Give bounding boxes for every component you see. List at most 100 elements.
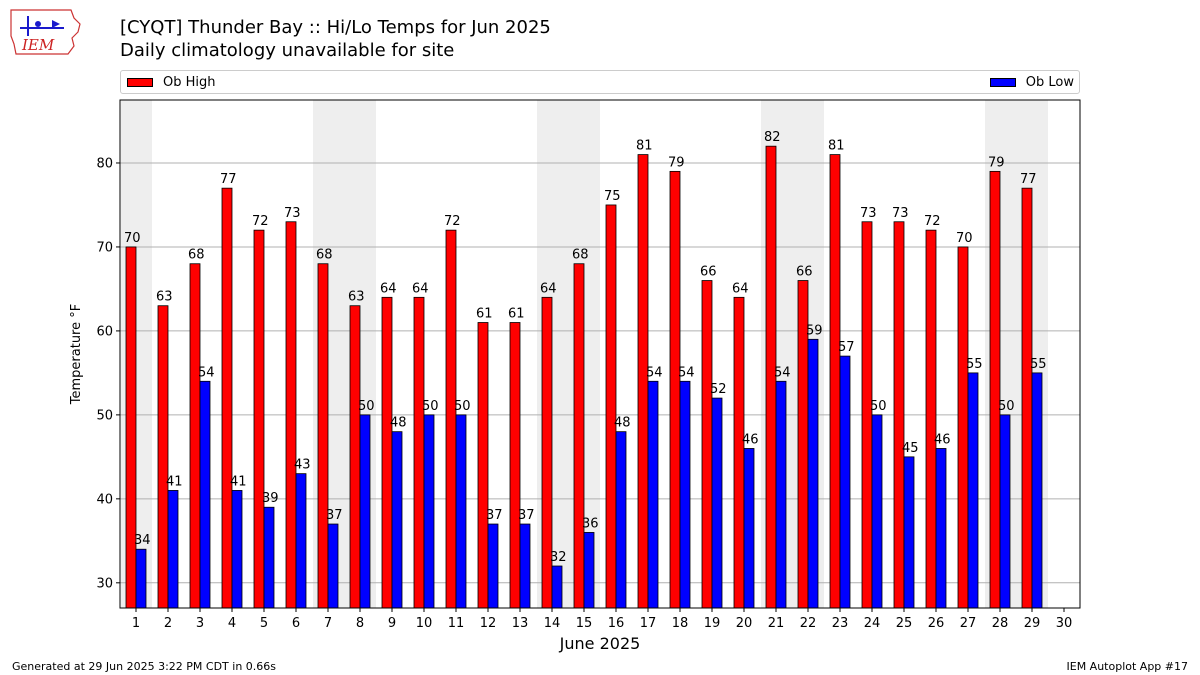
data-label-high: 68 bbox=[188, 248, 205, 263]
bar-low bbox=[167, 490, 179, 609]
bar-low bbox=[135, 548, 147, 609]
x-tick-label: 22 bbox=[800, 616, 817, 631]
data-label-low: 45 bbox=[902, 441, 919, 456]
x-tick-label: 27 bbox=[960, 616, 977, 631]
data-label-high: 63 bbox=[156, 290, 173, 305]
data-label-low: 55 bbox=[966, 357, 983, 372]
bar-low bbox=[967, 372, 979, 609]
bar-high bbox=[477, 322, 489, 609]
bar-low bbox=[775, 380, 787, 609]
data-label-high: 64 bbox=[540, 281, 557, 296]
x-tick-label: 7 bbox=[324, 616, 332, 631]
x-tick-label: 4 bbox=[228, 616, 236, 631]
data-label-low: 46 bbox=[934, 432, 951, 447]
bar-low bbox=[935, 448, 947, 609]
data-label-high: 75 bbox=[604, 189, 621, 204]
data-label-low: 50 bbox=[358, 399, 375, 414]
bar-high bbox=[829, 154, 841, 609]
bar-low bbox=[711, 397, 723, 609]
bar-low bbox=[903, 456, 915, 609]
x-tick-label: 6 bbox=[292, 616, 300, 631]
x-tick-label: 9 bbox=[388, 616, 396, 631]
data-label-high: 66 bbox=[700, 265, 717, 280]
bar-low bbox=[423, 414, 435, 609]
data-label-high: 64 bbox=[732, 281, 749, 296]
bar-low bbox=[359, 414, 371, 609]
legend-swatch-low bbox=[989, 78, 1016, 87]
data-label-low: 54 bbox=[678, 365, 695, 380]
data-label-high: 63 bbox=[348, 290, 365, 305]
bar-high bbox=[573, 263, 585, 609]
data-label-high: 77 bbox=[1020, 172, 1037, 187]
x-tick-label: 11 bbox=[448, 616, 465, 631]
bar-low bbox=[487, 523, 499, 609]
bar-high bbox=[669, 170, 681, 609]
x-tick-label: 13 bbox=[512, 616, 529, 631]
bar-low bbox=[199, 380, 211, 609]
data-label-low: 50 bbox=[870, 399, 887, 414]
bar-high bbox=[157, 305, 169, 609]
x-tick-label: 14 bbox=[544, 616, 561, 631]
data-label-high: 64 bbox=[412, 281, 429, 296]
legend-label-high: Ob High bbox=[163, 75, 216, 90]
data-label-high: 72 bbox=[252, 214, 269, 229]
iem-logo: IEM bbox=[8, 6, 82, 62]
data-label-low: 46 bbox=[742, 432, 759, 447]
bar-high bbox=[253, 229, 265, 609]
data-label-low: 43 bbox=[294, 458, 311, 473]
x-tick-label: 24 bbox=[864, 616, 881, 631]
data-label-low: 41 bbox=[166, 474, 183, 489]
y-tick-label: 60 bbox=[96, 324, 113, 339]
bar-low bbox=[647, 380, 659, 609]
x-tick-label: 25 bbox=[896, 616, 913, 631]
bar-high bbox=[413, 296, 425, 609]
x-tick-label: 21 bbox=[768, 616, 785, 631]
chart-title: [CYQT] Thunder Bay :: Hi/Lo Temps for Ju… bbox=[120, 17, 551, 38]
bar-high bbox=[349, 305, 361, 609]
bar-high bbox=[317, 263, 329, 609]
bar-high bbox=[893, 221, 905, 609]
bar-low bbox=[327, 523, 339, 609]
data-label-low: 50 bbox=[998, 399, 1015, 414]
y-tick-label: 30 bbox=[96, 576, 113, 591]
legend-swatch-high bbox=[127, 78, 153, 87]
bar-high bbox=[861, 221, 873, 609]
y-tick-label: 70 bbox=[96, 240, 113, 255]
x-tick-label: 12 bbox=[480, 616, 497, 631]
bar-low bbox=[519, 523, 531, 609]
bar-low bbox=[839, 355, 851, 609]
data-label-low: 48 bbox=[390, 416, 407, 431]
bar-low bbox=[679, 380, 691, 609]
bar-high bbox=[637, 154, 649, 609]
legend-item-high: Ob High bbox=[127, 75, 216, 90]
bar-low bbox=[263, 506, 275, 609]
bar-high bbox=[285, 221, 297, 609]
bar-high bbox=[957, 246, 969, 609]
data-label-high: 72 bbox=[444, 214, 461, 229]
x-tick-label: 8 bbox=[356, 616, 364, 631]
bar-high bbox=[221, 187, 233, 609]
data-label-low: 48 bbox=[614, 416, 631, 431]
x-tick-label: 26 bbox=[928, 616, 945, 631]
data-label-high: 68 bbox=[316, 248, 333, 263]
data-label-low: 54 bbox=[774, 365, 791, 380]
bar-high bbox=[925, 229, 937, 609]
data-label-high: 73 bbox=[860, 206, 877, 221]
data-label-high: 73 bbox=[284, 206, 301, 221]
data-label-high: 81 bbox=[828, 139, 845, 154]
bar-high bbox=[733, 296, 745, 609]
x-tick-label: 17 bbox=[640, 616, 657, 631]
plot-frame bbox=[119, 99, 1081, 609]
data-label-low: 59 bbox=[806, 323, 823, 338]
bar-low bbox=[231, 490, 243, 609]
y-axis-label: Temperature °F bbox=[69, 304, 84, 405]
x-tick-label: 10 bbox=[416, 616, 433, 631]
legend-item-low: Ob Low bbox=[989, 75, 1074, 90]
bar-high bbox=[445, 229, 457, 609]
x-tick-label: 3 bbox=[196, 616, 204, 631]
x-tick-label: 16 bbox=[608, 616, 625, 631]
data-label-low: 37 bbox=[518, 508, 535, 523]
data-label-high: 79 bbox=[988, 155, 1005, 170]
iem-iowa-logo-icon: IEM bbox=[10, 9, 81, 55]
